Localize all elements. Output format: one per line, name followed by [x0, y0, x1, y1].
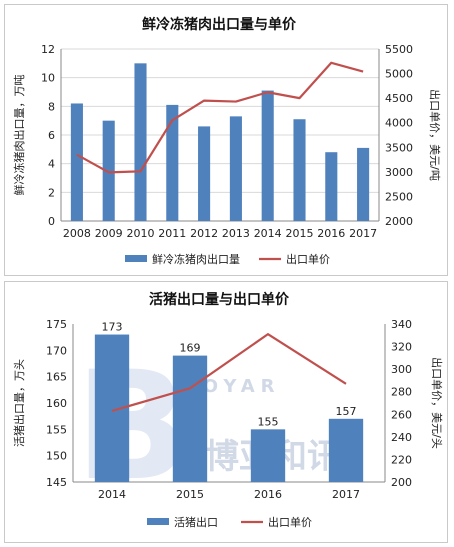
y-tick-label: 150: [46, 450, 67, 463]
y2-tick-label: 200: [391, 476, 412, 489]
y-tick-label: 170: [46, 344, 67, 357]
y-tick-label: 160: [46, 397, 67, 410]
y-axis-title: 活猪出口量，万头: [12, 359, 26, 447]
y2-tick-label: 260: [391, 408, 412, 421]
bar-2015: [293, 119, 306, 221]
data-label: 157: [336, 405, 357, 418]
y2-axis-title: 出口单价，美元/头: [430, 357, 444, 449]
y-tick-label: 165: [46, 371, 67, 384]
legend-label-bar: 活猪出口: [174, 515, 218, 529]
x-tick-label: 2016: [254, 488, 282, 501]
y2-tick-label: 3000: [385, 166, 413, 179]
bar-2015: [172, 355, 208, 482]
y2-tick-label: 300: [391, 363, 412, 376]
y2-tick-label: 340: [391, 318, 412, 331]
y-tick-label: 145: [46, 476, 67, 489]
x-tick-label: 2015: [176, 488, 204, 501]
data-label: 169: [180, 342, 201, 355]
bar-2016: [250, 429, 286, 482]
x-tick-label: 2013: [222, 227, 250, 240]
chart-panel-pork: 鲜冷冻猪肉出口量与单价 0 2 4 6 8 10 12 2000 2500 3000 3500 4000…: [4, 4, 448, 276]
y-tick-label: 175: [46, 318, 67, 331]
chart-title: 活猪出口量与出口单价: [149, 291, 290, 308]
x-tick-label: 2016: [317, 227, 345, 240]
data-label: 173: [102, 321, 123, 334]
y2-tick-label: 240: [391, 431, 412, 444]
y2-tick-label: 280: [391, 386, 412, 399]
bar-2013: [229, 116, 242, 221]
chart-title: 鲜冷冻猪肉出口量与单价: [142, 16, 297, 33]
bar-2017: [328, 418, 364, 482]
y-tick-label: 12: [41, 43, 55, 56]
y2-tick-label: 5500: [385, 43, 413, 56]
chart-pork-exports: 鲜冷冻猪肉出口量与单价 0 2 4 6 8 10 12 2000 2500 3000 3500 4000…: [12, 16, 442, 266]
x-tick-label: 2012: [190, 227, 218, 240]
x-tick-label: 2010: [127, 227, 155, 240]
y2-tick-label: 4000: [385, 117, 413, 130]
data-label: 155: [258, 415, 279, 428]
bar-2014: [261, 90, 274, 221]
legend-swatch-bar: [125, 255, 147, 262]
chart-panel-live-pig: BBOYAR博亚和讯活猪出口量与出口单价14515015516016517017…: [4, 281, 448, 543]
x-tick-label: 2014: [254, 227, 282, 240]
legend-label-bar: 鲜冷冻猪肉出口量: [152, 252, 240, 266]
y2-tick-label: 2000: [385, 215, 413, 228]
x-tick-label: 2009: [95, 227, 123, 240]
y-axis-title: 鲜冷冻猪肉出口量，万吨: [12, 75, 26, 196]
x-tick-label: 2014: [98, 488, 126, 501]
legend-label-line: 出口单价: [268, 515, 312, 529]
y-tick-label: 155: [46, 423, 67, 436]
y-tick-label: 6: [48, 129, 55, 142]
bar-2009: [102, 120, 115, 221]
line-series-price: [111, 333, 347, 412]
y-tick-label: 10: [41, 72, 55, 85]
legend-swatch-bar: [147, 518, 169, 525]
x-tick-label: 2017: [332, 488, 360, 501]
x-tick-label: 2011: [158, 227, 186, 240]
watermark-logo-letter: B: [75, 340, 189, 514]
y2-tick-label: 5000: [385, 68, 413, 81]
chart-live-pig-exports: BBOYAR博亚和讯活猪出口量与出口单价14515015516016517017…: [12, 291, 444, 529]
y2-tick-label: 3500: [385, 141, 413, 154]
bar-2012: [198, 126, 211, 221]
y-tick-label: 2: [48, 186, 55, 199]
y2-tick-label: 2500: [385, 190, 413, 203]
y-tick-label: 8: [48, 100, 55, 113]
x-tick-label: 2015: [286, 227, 314, 240]
y2-axis-title: 出口单价，美元/吨: [428, 89, 442, 181]
y2-tick-label: 220: [391, 453, 412, 466]
line-series-price: [76, 61, 364, 174]
y2-tick-label: 4500: [385, 92, 413, 105]
x-tick-label: 2017: [349, 227, 377, 240]
y-tick-label: 0: [48, 215, 55, 228]
legend-label-line: 出口单价: [286, 252, 330, 266]
bar-2010: [134, 63, 147, 222]
x-tick-label: 2008: [63, 227, 91, 240]
y-tick-label: 4: [48, 158, 55, 171]
bar-2016: [325, 152, 338, 221]
y2-tick-label: 320: [391, 341, 412, 354]
bar-2017: [357, 147, 370, 221]
bar-2008: [70, 103, 83, 221]
bar-2011: [166, 104, 179, 221]
